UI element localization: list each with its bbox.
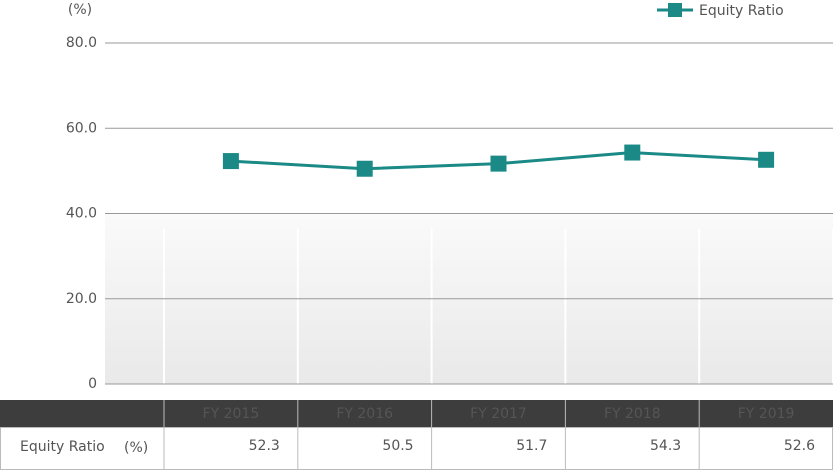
- x-tick-label: FY 2018: [604, 406, 661, 422]
- y-tick-label: 60.0: [66, 120, 97, 136]
- data-point: [490, 155, 507, 172]
- table-header: [0, 400, 833, 427]
- data-point: [222, 153, 239, 170]
- legend-marker: [668, 3, 682, 17]
- x-tick-label: FY 2019: [738, 406, 795, 422]
- data-point: [758, 151, 775, 168]
- legend-label: Equity Ratio: [699, 3, 784, 19]
- x-tick-label: FY 2015: [203, 406, 260, 422]
- table-value: 54.3: [650, 438, 681, 454]
- table-value: 51.7: [516, 438, 547, 454]
- table-value: 52.3: [249, 438, 280, 454]
- data-point: [356, 160, 373, 177]
- table-value: 52.6: [784, 438, 815, 454]
- table-row: [0, 427, 833, 470]
- x-tick-label: FY 2017: [470, 406, 527, 422]
- y-tick-label: 20.0: [66, 291, 97, 307]
- table-value: 50.5: [382, 438, 413, 454]
- x-tick-label: FY 2016: [336, 406, 393, 422]
- unit-label: (%): [68, 2, 92, 18]
- data-point: [624, 144, 641, 161]
- row-unit: (%): [124, 440, 148, 456]
- y-tick-label: 80.0: [66, 35, 97, 51]
- y-tick-label: 0: [88, 376, 97, 392]
- row-label: Equity Ratio: [20, 439, 105, 455]
- y-tick-label: 40.0: [66, 206, 97, 222]
